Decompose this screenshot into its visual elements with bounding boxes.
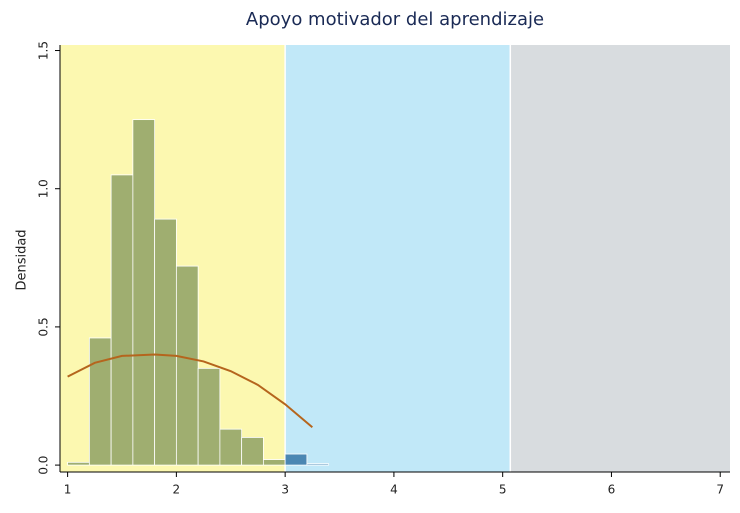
bar xyxy=(306,463,330,466)
bar xyxy=(262,459,286,466)
x-tick-label: 3 xyxy=(281,483,289,497)
y-tick-label: 0.0 xyxy=(37,456,51,475)
chart-title: Apoyo motivador del aprendizaje xyxy=(246,9,544,30)
bar xyxy=(154,218,177,466)
y-tick-label: 0.5 xyxy=(37,317,51,336)
bar xyxy=(175,265,199,466)
x-tick-label: 6 xyxy=(608,483,616,497)
x-tick-label: 4 xyxy=(390,483,398,497)
bar xyxy=(110,174,134,466)
x-tick-label: 1 xyxy=(64,483,72,497)
y-tick-label: 1.0 xyxy=(37,179,51,198)
bar xyxy=(219,428,243,466)
y-tick-label: 1.5 xyxy=(37,41,51,60)
bar xyxy=(88,337,112,466)
background-region xyxy=(285,45,511,472)
y-axis-label: Densidad xyxy=(15,229,30,290)
bar xyxy=(241,437,264,466)
x-tick-label: 2 xyxy=(173,483,181,497)
x-tick-label: 7 xyxy=(716,483,724,497)
bar xyxy=(67,461,90,466)
bar xyxy=(132,119,156,466)
x-tick-label: 5 xyxy=(499,483,507,497)
bar xyxy=(197,367,221,466)
background-region xyxy=(510,45,730,472)
density-curve xyxy=(67,353,313,428)
bar xyxy=(284,453,308,466)
